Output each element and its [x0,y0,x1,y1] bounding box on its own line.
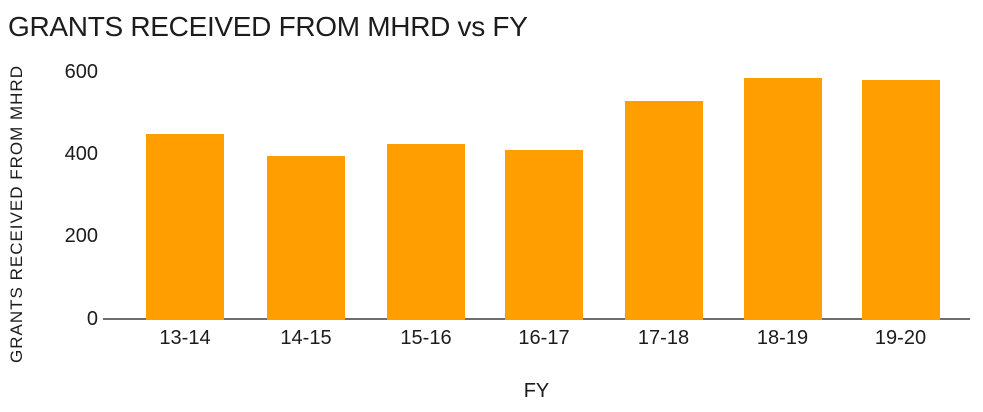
y-tick-label: 600 [64,61,98,83]
x-tick-label: 13-14 [159,327,211,349]
bar-13-14 [146,133,224,320]
y-tick-label: 0 [86,307,98,330]
x-tick-label: 15-16 [400,327,452,349]
x-tick-label: 16-17 [518,327,570,349]
bar-18-19 [743,78,822,320]
x-tick-label: 14-15 [280,327,332,349]
x-axis-title: FY [523,380,550,402]
bar-15-16 [387,143,465,320]
chart-title: GRANTS RECEIVED FROM MHRD vs FY [8,11,528,42]
y-tick-label: 400 [64,143,98,166]
bar-14-15 [267,156,345,320]
y-tick-label: 200 [64,225,98,248]
x-tick-label: 19-20 [874,327,927,349]
x-tick-label: 18-19 [756,327,809,349]
x-tick-label: 17-18 [637,327,690,349]
bar-17-18 [624,100,703,320]
plot-area [0,72,983,320]
bar-19-20 [861,80,940,320]
bar-16-17 [505,150,583,320]
